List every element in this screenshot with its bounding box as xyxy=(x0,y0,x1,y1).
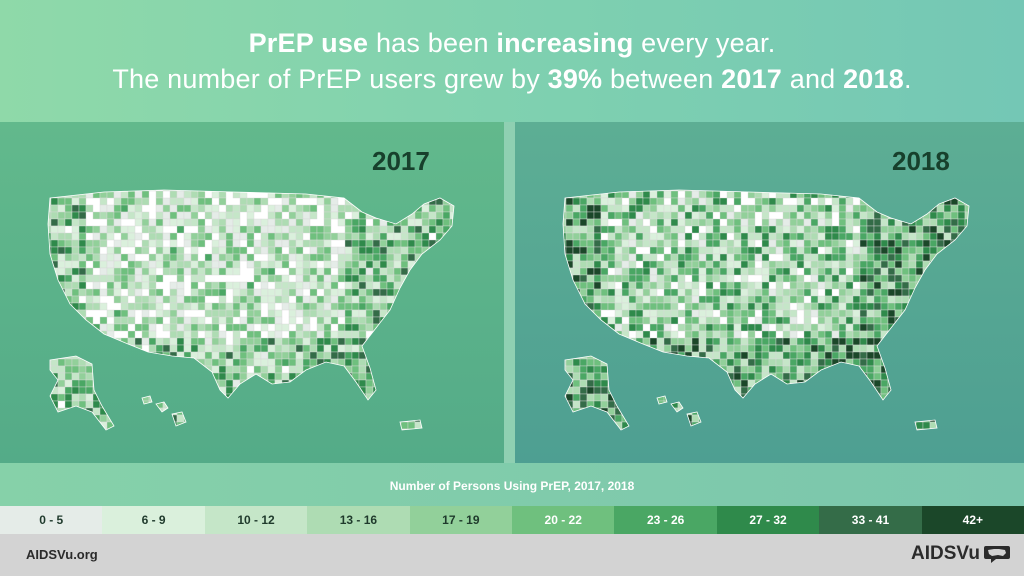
legend-bin: 13 - 16 xyxy=(307,506,410,534)
headline-segment: between xyxy=(602,64,722,94)
legend-bin: 42+ xyxy=(921,506,1024,534)
headline-line-1: PrEP use has been increasing every year. xyxy=(0,28,1024,59)
legend-bin: 10 - 12 xyxy=(204,506,308,534)
headline-segment: 2018 xyxy=(843,64,904,94)
county-cells xyxy=(48,190,454,430)
headline-segment: The number of PrEP users grew by xyxy=(112,64,548,94)
panel-divider xyxy=(504,122,515,463)
legend-bin: 0 - 5 xyxy=(0,506,103,534)
map-panel-2017: 2017 xyxy=(0,122,504,463)
headline-segment: and xyxy=(782,64,844,94)
legend-bin: 6 - 9 xyxy=(102,506,205,534)
headline-segment: increasing xyxy=(496,28,634,58)
map-year-label: 2018 xyxy=(892,146,950,176)
headline-line-2: The number of PrEP users grew by 39% bet… xyxy=(0,64,1024,95)
legend-bin: 20 - 22 xyxy=(512,506,615,534)
map-year-label: 2017 xyxy=(372,146,430,176)
footer-url: AIDSVu.org xyxy=(26,547,98,562)
headline-segment: 39% xyxy=(547,64,603,94)
logo-text: AIDSVu xyxy=(911,543,980,564)
us-county-map xyxy=(562,189,970,431)
legend-bin: 33 - 41 xyxy=(819,506,922,534)
headline-segment: every year. xyxy=(633,28,776,58)
us-county-map xyxy=(47,189,455,431)
aidsvu-logo: AIDSVu xyxy=(911,543,1010,565)
headline-segment: . xyxy=(903,64,912,94)
legend-bin: 23 - 26 xyxy=(614,506,717,534)
headline-segment: 2017 xyxy=(721,64,783,94)
legend-bin: 27 - 32 xyxy=(716,506,820,534)
headline-segment: has been xyxy=(368,28,497,58)
us-chat-bubble-icon xyxy=(984,546,1010,563)
headline-segment: PrEP use xyxy=(248,28,369,58)
legend-title: Number of Persons Using PrEP, 2017, 2018 xyxy=(389,479,635,493)
legend-bin: 17 - 19 xyxy=(409,506,513,534)
legend-band xyxy=(0,463,1024,506)
footer: AIDSVu.org AIDSVu xyxy=(0,534,1024,576)
header: PrEP use has been increasing every year.… xyxy=(0,0,1024,122)
county-cells xyxy=(563,190,969,430)
map-panel-2018: 2018 xyxy=(515,122,1024,463)
